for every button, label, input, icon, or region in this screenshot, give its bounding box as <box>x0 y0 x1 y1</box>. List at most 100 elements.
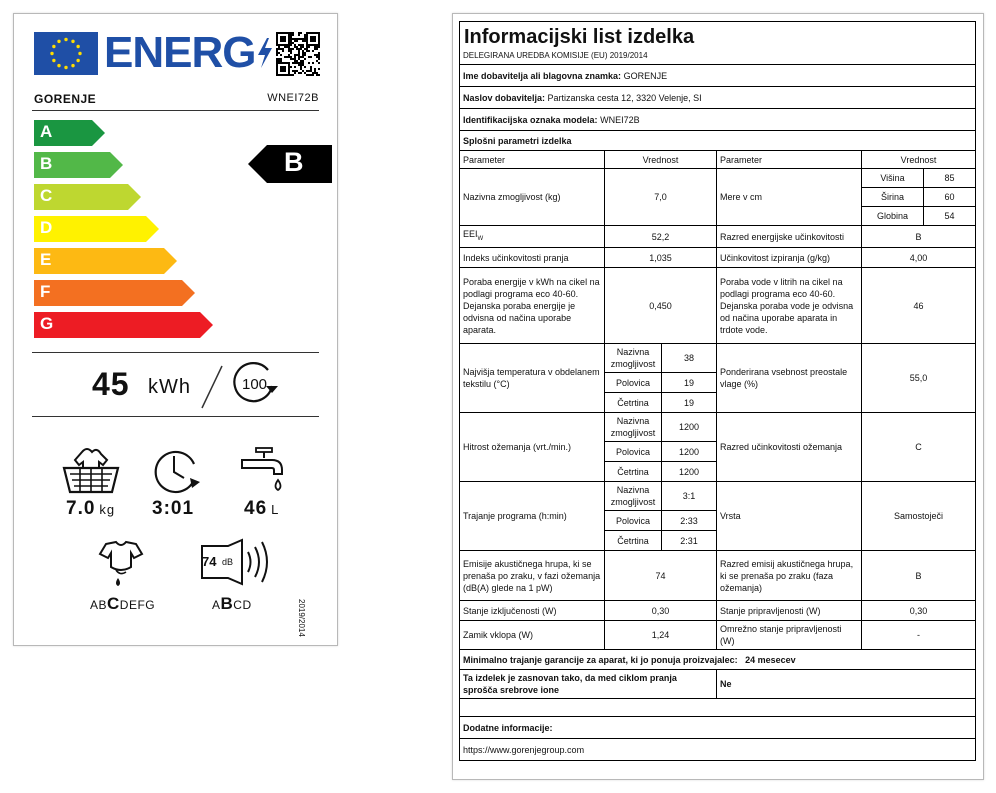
spin-rated-value: 1200 <box>661 412 717 442</box>
water-consumption-label: Poraba vode v litrih na cikel na podlagi… <box>716 267 862 344</box>
energy-class-bar-letter: C <box>40 186 53 205</box>
spin-quarter-value: 1200 <box>661 461 717 482</box>
regulation-number: 2019/2014 <box>297 599 306 637</box>
width-value: 60 <box>922 187 977 207</box>
temp-rated-value: 38 <box>661 343 717 373</box>
energy-class-bar-e: E <box>34 248 178 274</box>
additional-info-label: Dodatne informacije: <box>458 716 977 739</box>
energy-class-bar-letter: E <box>40 250 52 269</box>
energy-class-value: B <box>860 225 977 248</box>
network-standby-label: Omrežno stanje pripravljenosti (W) <box>716 620 862 650</box>
energy-class-bar-d: D <box>34 216 160 242</box>
spin-half-value: 1200 <box>661 441 717 462</box>
noise-class-scale: ABCD <box>212 594 252 613</box>
energy-consumption-label: Poraba energije v kWh na cikel na podlag… <box>459 267 605 344</box>
general-params-heading: Splošni parametri izdelka <box>458 130 977 151</box>
eu-flag-icon <box>34 32 98 75</box>
off-mode-label: Stanje izključenosti (W) <box>459 600 605 621</box>
standby-label: Stanje pripravljenosti (W) <box>716 600 862 621</box>
header-parameter: Parameter <box>716 150 862 169</box>
off-mode-value: 0,30 <box>604 600 717 621</box>
cycles-value: 100 <box>242 376 268 393</box>
quarter-label: Četrtina <box>604 530 662 551</box>
energy-consumption-unit: kWh <box>148 376 191 398</box>
spin-class-value: C <box>860 412 977 482</box>
capacity-value: 7.0 kg <box>66 498 116 519</box>
spin-shirt-icon <box>98 540 144 586</box>
washing-index-label: Indeks učinkovitosti pranja <box>459 247 605 268</box>
duration-half-value: 2:33 <box>661 510 717 531</box>
half-label: Polovica <box>604 510 662 531</box>
capacity-label: Nazivna zmogljivost (kg) <box>459 168 605 226</box>
model-id: WNEI72B <box>267 92 319 104</box>
duration-quarter-value: 2:31 <box>661 530 717 551</box>
info-table: Informacijski list izdelka DELEGIRANA UR… <box>458 21 977 761</box>
website-link[interactable]: https://www.gorenjegroup.com <box>458 738 977 761</box>
quarter-label: Četrtina <box>604 392 662 413</box>
warranty-row: Minimalno trajanje garancije za aparat, … <box>458 649 977 670</box>
moisture-value: 55,0 <box>860 343 977 413</box>
energy-word: ENERG <box>104 28 256 77</box>
silver-ions-value: Ne <box>715 669 977 699</box>
empty-row <box>458 698 977 717</box>
duration-rated-value: 3:1 <box>661 481 717 511</box>
height-value: 85 <box>922 168 977 188</box>
address-row: Naslov dobavitelja: Partizanska cesta 12… <box>458 86 977 109</box>
noise-icon: 74 dB <box>200 538 270 586</box>
rinsing-label: Učinkovitost izpiranja (g/kg) <box>716 247 862 268</box>
energy-class-letter: B <box>284 147 304 177</box>
max-temperature-label: Najvišja temperatura v obdelanem tekstil… <box>459 343 605 413</box>
spin-class-label: Razred učinkovitosti ožemanja <box>716 412 862 482</box>
product-information-sheet: Informacijski list izdelka DELEGIRANA UR… <box>452 13 984 780</box>
depth-label: Globina <box>861 206 924 226</box>
silver-ions-label: Ta izdelek je zasnovan tako, da med cikl… <box>459 669 717 699</box>
energy-class-bar-letter: F <box>40 282 51 301</box>
duration-value: 3:01 <box>152 498 195 519</box>
header-value: Vrednost <box>860 150 977 169</box>
energy-class-indicator: B <box>248 145 332 188</box>
sheet-title: Informacijski list izdelka <box>458 21 977 50</box>
noise-value: 74 <box>202 554 217 569</box>
energy-class-bar-letter: B <box>40 154 53 173</box>
energy-class-bar-c: C <box>34 184 142 210</box>
delay-start-value: 1,24 <box>604 620 717 650</box>
supplier-row: Ime dobavitelja ali blagovna znamka: GOR… <box>458 64 977 87</box>
height-label: Višina <box>861 168 924 188</box>
spin-speed-label: Hitrost ožemanja (vrt./min.) <box>459 412 605 482</box>
eei-label: EEIW <box>459 225 605 248</box>
spin-class-scale: ABCDEFG <box>90 594 156 613</box>
clock-icon <box>154 450 200 494</box>
standby-value: 0,30 <box>860 600 977 621</box>
noise-emission-value: 74 <box>604 550 717 601</box>
sheet-subtitle: DELEGIRANA UREDBA KOMISIJE (EU) 2019/201… <box>458 50 977 65</box>
type-label: Vrsta <box>716 481 862 551</box>
network-standby-value: - <box>860 620 977 650</box>
delay-start-label: Zamik vklopa (W) <box>459 620 605 650</box>
header-value: Vrednost <box>604 150 717 169</box>
cycle-icon <box>233 362 278 403</box>
rated-capacity-label: Nazivna zmogljivost <box>604 412 662 442</box>
noise-class-value: B <box>860 550 977 601</box>
energy-consumption-value: 45 <box>92 366 130 402</box>
capacity-value: 7,0 <box>604 168 717 226</box>
eei-value: 52,2 <box>604 225 717 248</box>
energy-consumption-value: 0,450 <box>604 267 717 344</box>
brand-name: GORENJE <box>34 92 97 106</box>
half-label: Polovica <box>604 372 662 393</box>
energy-class-bar-letter: G <box>40 314 54 333</box>
energy-class-label: Razred energijske učinkovitosti <box>716 225 862 248</box>
divider <box>32 352 319 353</box>
washing-index-value: 1,035 <box>604 247 717 268</box>
temp-half-value: 19 <box>661 372 717 393</box>
noise-emission-label: Emisije akustičnega hrupa, ki se prenaša… <box>459 550 605 601</box>
quarter-label: Četrtina <box>604 461 662 482</box>
energy-class-bar-letter: A <box>40 122 53 141</box>
moisture-label: Ponderirana vsebnost preostale vlage (%) <box>716 343 862 413</box>
slash-divider <box>201 365 223 409</box>
qr-code-icon <box>276 32 320 76</box>
bolt-icon <box>258 38 272 68</box>
header-parameter: Parameter <box>459 150 605 169</box>
temp-quarter-value: 19 <box>661 392 717 413</box>
water-consumption-value: 46 <box>860 267 977 344</box>
